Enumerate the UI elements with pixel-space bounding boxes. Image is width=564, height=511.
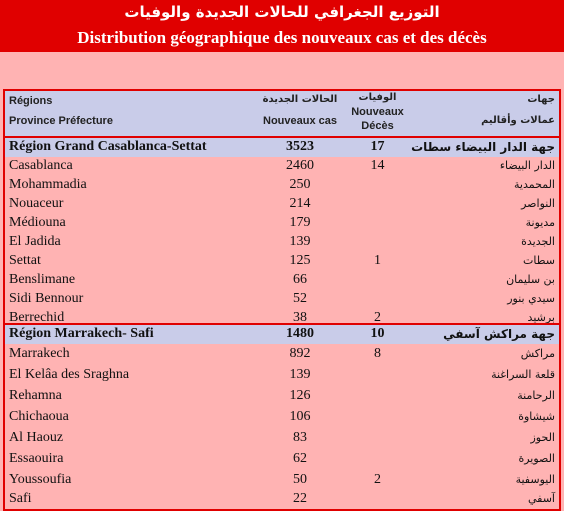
province-ar: سيدي بنور — [507, 292, 555, 305]
province-ar: مديونة — [525, 216, 555, 229]
province-fr: Marrakech — [9, 346, 70, 361]
region-deces: 17 — [370, 139, 385, 154]
region-cas: 1480 — [286, 326, 314, 341]
header-cas-fr: Nouveaux cas — [263, 115, 337, 127]
province-fr: Médiouna — [9, 215, 66, 230]
table-row: Marrakech 892 8 مراكش — [5, 345, 559, 364]
region-deces: 10 — [370, 326, 385, 341]
cas-value: 66 — [293, 272, 307, 287]
title-arabic: التوزيع الجغرافي للحالات الجديدة والوفيا… — [124, 3, 440, 21]
cas-value: 38 — [293, 310, 307, 325]
cas-value: 106 — [289, 409, 311, 424]
cas-value: 214 — [289, 196, 311, 211]
region-name-fr: Région Marrakech- Safi — [9, 326, 154, 341]
province-ar: برشيد — [527, 311, 555, 324]
table-row: Casablanca 2460 14 الدار البيضاء — [5, 157, 559, 176]
province-ar: اليوسفية — [515, 473, 555, 486]
province-fr: Al Haouz — [9, 430, 64, 445]
region-row: Région Marrakech- Safi 1480 10 جهة مراكش… — [5, 325, 559, 344]
table-row: Sidi Bennour 52 سيدي بنور — [5, 290, 559, 309]
province-ar: الصويرة — [518, 452, 555, 465]
table-row: Benslimane 66 بن سليمان — [5, 271, 559, 290]
header-province: Province Préfecture — [9, 115, 113, 127]
table-row: El Jadida 139 الجديدة — [5, 233, 559, 252]
region-cas: 3523 — [286, 139, 314, 154]
province-ar: الرحامنة — [517, 389, 555, 402]
region-row: Région Grand Casablanca-Settat 3523 17 ج… — [5, 138, 559, 157]
table-row: Essaouira 62 الصويرة — [5, 450, 559, 469]
cas-value: 22 — [293, 491, 307, 506]
province-fr: Rehamna — [9, 388, 62, 403]
table-row: Médiouna 179 مديونة — [5, 214, 559, 233]
province-fr: El Jadida — [9, 234, 61, 249]
deces-value: 8 — [374, 346, 381, 361]
table-row: Berrechid 38 2 برشيد — [5, 309, 559, 328]
province-ar: المحمدية — [514, 178, 555, 191]
province-fr: Settat — [9, 253, 41, 268]
deces-value: 14 — [370, 158, 385, 173]
province-ar: النواصر — [521, 197, 555, 210]
province-fr: Sidi Bennour — [9, 291, 84, 306]
header-deces-fr-2: Décès — [361, 120, 394, 132]
separator — [5, 323, 559, 325]
province-fr: Casablanca — [9, 158, 73, 173]
province-fr: Mohammadia — [9, 177, 87, 192]
region-name-ar: جهة الدار البيضاء سطات — [411, 140, 555, 154]
province-ar: الدار البيضاء — [499, 159, 555, 172]
deces-value: 2 — [374, 310, 381, 325]
deces-value: 1 — [374, 253, 381, 268]
province-ar: مراكش — [520, 347, 555, 360]
title-bar: التوزيع الجغرافي للحالات الجديدة والوفيا… — [0, 0, 564, 52]
cas-value: 892 — [289, 346, 311, 361]
distribution-table: Régions Province Préfecture الحالات الجد… — [3, 89, 561, 511]
cas-value: 125 — [289, 253, 311, 268]
header-deces-ar: الوفيات — [358, 92, 397, 103]
table-header: Régions Province Préfecture الحالات الجد… — [5, 91, 559, 136]
header-province-ar: عمالات وأقاليم — [481, 115, 555, 126]
province-ar: سطات — [523, 254, 555, 267]
table-row: Settat 125 1 سطات — [5, 252, 559, 271]
table-row: Al Haouz 83 الحوز — [5, 429, 559, 448]
cas-value: 2460 — [286, 158, 314, 173]
province-fr: Berrechid — [9, 310, 65, 325]
province-fr: El Kelâa des Sraghna — [9, 367, 130, 382]
table-row: El Kelâa des Sraghna 139 قلعة السراغنة — [5, 366, 559, 385]
province-ar: شيشاوة — [518, 410, 555, 423]
province-fr: Essaouira — [9, 451, 64, 466]
cas-value: 179 — [289, 215, 311, 230]
province-ar: الحوز — [530, 431, 555, 444]
province-fr: Benslimane — [9, 272, 76, 287]
region-name-ar: جهة مراكش آسفي — [443, 327, 555, 341]
cas-value: 62 — [293, 451, 307, 466]
province-fr: Youssoufia — [9, 472, 72, 487]
province-fr: Nouaceur — [9, 196, 64, 211]
deces-value: 2 — [374, 472, 381, 487]
table-row: Chichaoua 106 شيشاوة — [5, 408, 559, 427]
cas-value: 83 — [293, 430, 307, 445]
table-row: Mohammadia 250 المحمدية — [5, 176, 559, 195]
region-name-fr: Région Grand Casablanca-Settat — [9, 139, 207, 154]
header-cas-ar: الحالات الجديدة — [262, 94, 338, 105]
table-row: Youssoufia 50 2 اليوسفية — [5, 471, 559, 490]
province-ar: آسفي — [527, 492, 555, 505]
province-ar: الجديدة — [521, 235, 555, 248]
cas-value: 139 — [289, 234, 311, 249]
province-ar: قلعة السراغنة — [491, 368, 555, 381]
cas-value: 126 — [289, 388, 311, 403]
title-french: Distribution géographique des nouveaux c… — [77, 28, 487, 47]
table-row: Rehamna 126 الرحامنة — [5, 387, 559, 406]
header-regions: Régions — [9, 95, 53, 107]
table-row: Nouaceur 214 النواصر — [5, 195, 559, 214]
province-fr: Safi — [9, 491, 32, 506]
cas-value: 139 — [289, 367, 311, 382]
separator — [5, 136, 559, 138]
header-deces-fr-1: Nouveaux — [351, 106, 404, 118]
cas-value: 52 — [293, 291, 307, 306]
header-regions-ar: جهات — [527, 94, 555, 105]
cas-value: 250 — [289, 177, 311, 192]
cas-value: 50 — [293, 472, 307, 487]
province-fr: Chichaoua — [9, 409, 69, 424]
table-row: Safi 22 آسفي — [5, 490, 559, 509]
province-ar: بن سليمان — [506, 273, 555, 286]
